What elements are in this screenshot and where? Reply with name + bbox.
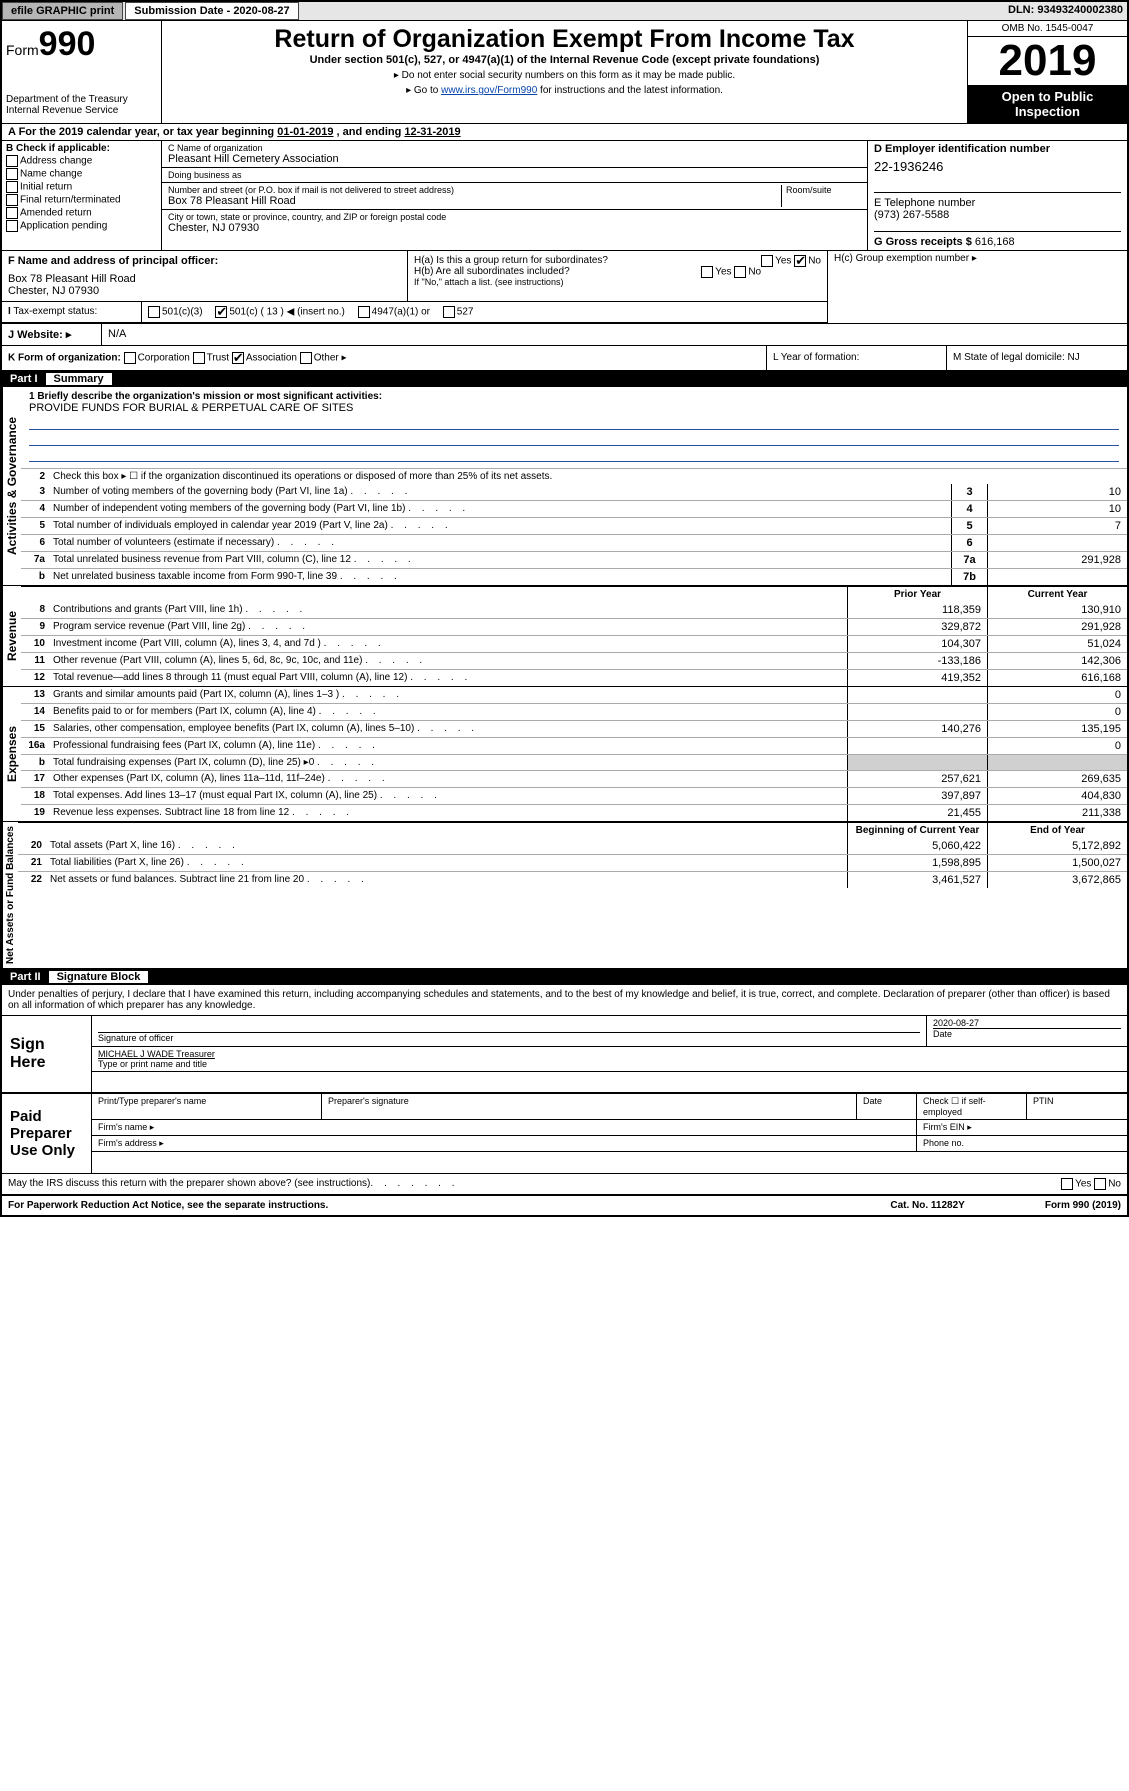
phone-value: (973) 267-5588 <box>874 209 1121 221</box>
dln-number: DLN: 93493240002380 <box>1004 2 1127 20</box>
check-final[interactable]: Final return/terminated <box>6 194 157 206</box>
netassets-label: Net Assets or Fund Balances <box>2 822 18 968</box>
ein-value: 22-1936246 <box>874 159 1121 174</box>
topbar: efile GRAPHIC print Submission Date - 20… <box>2 2 1127 21</box>
table-row: 18Total expenses. Add lines 13–17 (must … <box>21 787 1127 804</box>
check-address[interactable]: Address change <box>6 155 157 167</box>
submission-date: Submission Date - 2020-08-27 <box>125 2 298 20</box>
table-row: 13Grants and similar amounts paid (Part … <box>21 687 1127 703</box>
table-row: 19Revenue less expenses. Subtract line 1… <box>21 804 1127 821</box>
website-value: N/A <box>102 324 1127 345</box>
officer-addr2: Chester, NJ 07930 <box>8 285 401 297</box>
instructions-link-line: ▸ Go to www.irs.gov/Form990 for instruct… <box>170 85 959 96</box>
table-row: 6Total number of volunteers (estimate if… <box>21 534 1127 551</box>
org-address: Box 78 Pleasant Hill Road <box>168 195 781 207</box>
current-year-header: Current Year <box>987 587 1127 602</box>
tax-status-choices: 501(c)(3) 501(c) ( 13 ) ◀ (insert no.) 4… <box>142 302 827 322</box>
table-row: 5Total number of individuals employed in… <box>21 517 1127 534</box>
check-name[interactable]: Name change <box>6 168 157 180</box>
governance-label: Activities & Governance <box>2 387 21 585</box>
officer-addr1: Box 78 Pleasant Hill Road <box>8 273 401 285</box>
perjury-declaration: Under penalties of perjury, I declare th… <box>2 985 1127 1015</box>
year-formation: L Year of formation: <box>767 346 947 370</box>
table-row: 8Contributions and grants (Part VIII, li… <box>21 602 1127 618</box>
table-row: bNet unrelated business taxable income f… <box>21 568 1127 585</box>
table-row: 15Salaries, other compensation, employee… <box>21 720 1127 737</box>
group-return-q: H(a) Is this a group return for subordin… <box>414 255 821 266</box>
table-row: 10Investment income (Part VIII, column (… <box>21 635 1127 652</box>
table-row: 21Total liabilities (Part X, line 26) . … <box>18 854 1127 871</box>
form-id-block: Form990 Department of the Treasury Inter… <box>2 21 162 123</box>
org-name: Pleasant Hill Cemetery Association <box>168 153 861 165</box>
tax-year: 2019 <box>968 37 1127 85</box>
page-title: Return of Organization Exempt From Incom… <box>170 25 959 54</box>
table-row: 17Other expenses (Part IX, column (A), l… <box>21 770 1127 787</box>
applicable-checks: B Check if applicable: Address change Na… <box>2 141 162 250</box>
sign-here-label: Sign Here <box>2 1016 92 1092</box>
expenses-label: Expenses <box>2 687 21 821</box>
irs-link[interactable]: www.irs.gov/Form990 <box>441 85 537 96</box>
end-year-header: End of Year <box>987 823 1127 838</box>
tax-period: A For the 2019 calendar year, or tax yea… <box>2 124 1127 141</box>
table-row: 22Net assets or fund balances. Subtract … <box>18 871 1127 888</box>
website-label: J Website: ▸ <box>2 324 102 345</box>
table-row: 11Other revenue (Part VIII, column (A), … <box>21 652 1127 669</box>
subordinates-q: H(b) Are all subordinates included? Yes … <box>414 266 821 277</box>
check-pending[interactable]: Application pending <box>6 220 157 232</box>
sig-officer-label: Signature of officer <box>98 1032 920 1043</box>
table-row: 7aTotal unrelated business revenue from … <box>21 551 1127 568</box>
table-row: 4Number of independent voting members of… <box>21 500 1127 517</box>
state-domicile: M State of legal domicile: NJ <box>947 346 1127 370</box>
form-of-org: K Form of organization: Corporation Trus… <box>2 346 767 370</box>
part1-header: Part I Summary <box>2 371 1127 387</box>
tax-status-label: I Tax-exempt status: <box>2 302 142 322</box>
discuss-question: May the IRS discuss this return with the… <box>2 1173 1127 1194</box>
officer-name-title: MICHAEL J WADE Treasurer <box>98 1049 1121 1059</box>
gross-receipts: 616,168 <box>975 236 1015 248</box>
open-public-badge: Open to Public Inspection <box>968 85 1127 123</box>
efile-print-button[interactable]: efile GRAPHIC print <box>2 2 123 20</box>
org-city: Chester, NJ 07930 <box>168 222 861 234</box>
begin-year-header: Beginning of Current Year <box>847 823 987 838</box>
cat-no: Cat. No. 11282Y <box>890 1200 964 1211</box>
check-initial[interactable]: Initial return <box>6 181 157 193</box>
group-exemption: H(c) Group exemption number ▸ <box>834 253 1121 264</box>
form-footer: Form 990 (2019) <box>1045 1200 1121 1211</box>
line2-text: Check this box ▸ ☐ if the organization d… <box>49 469 1127 484</box>
table-row: bTotal fundraising expenses (Part IX, co… <box>21 754 1127 770</box>
check-amended[interactable]: Amended return <box>6 207 157 219</box>
prior-year-header: Prior Year <box>847 587 987 602</box>
part2-header: Part II Signature Block <box>2 969 1127 985</box>
mission-question: 1 Briefly describe the organization's mi… <box>29 391 1119 402</box>
omb-number: OMB No. 1545-0047 <box>968 21 1127 37</box>
subtitle: Under section 501(c), 527, or 4947(a)(1)… <box>170 54 959 66</box>
ssn-note: ▸ Do not enter social security numbers o… <box>170 70 959 81</box>
paid-preparer-label: Paid Preparer Use Only <box>2 1094 92 1173</box>
revenue-label: Revenue <box>2 586 21 686</box>
table-row: 14Benefits paid to or for members (Part … <box>21 703 1127 720</box>
sig-date: 2020-08-27 <box>933 1018 1121 1028</box>
table-row: 16aProfessional fundraising fees (Part I… <box>21 737 1127 754</box>
paperwork-notice: For Paperwork Reduction Act Notice, see … <box>8 1200 328 1211</box>
dba-label: Doing business as <box>168 170 861 180</box>
mission-text: PROVIDE FUNDS FOR BURIAL & PERPETUAL CAR… <box>29 402 1119 414</box>
table-row: 20Total assets (Part X, line 16) . . . .… <box>18 838 1127 854</box>
table-row: 9Program service revenue (Part VIII, lin… <box>21 618 1127 635</box>
table-row: 3Number of voting members of the governi… <box>21 484 1127 500</box>
table-row: 12Total revenue—add lines 8 through 11 (… <box>21 669 1127 686</box>
